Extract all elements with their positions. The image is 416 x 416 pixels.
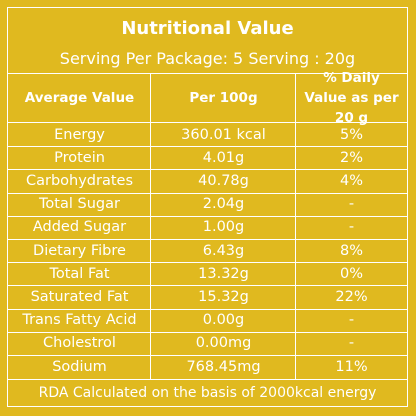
daily-value: - [348, 196, 355, 213]
row-divider [8, 331, 407, 333]
nutrient-name: Trans Fatty Acid [22, 312, 137, 329]
nutrient-name: Dietary Fibre [33, 242, 126, 259]
serving-info: Serving Per Package: 5 Serving : 20g [59, 49, 356, 68]
nutrient-name: Protein [54, 149, 105, 166]
daily-value: 5% [339, 126, 363, 143]
divider [8, 379, 407, 380]
row-divider [8, 355, 407, 356]
column-divider [150, 73, 151, 379]
per-100g-value: 40.78g [198, 172, 249, 189]
panel-title: Nutritional Value [121, 18, 294, 39]
row-divider [8, 308, 407, 310]
nutrition-panel: Nutritional Value Serving Per Package: 5… [7, 7, 408, 407]
per-100g-value: 360.01 kcal [181, 126, 266, 143]
per-100g-value: 1.00g [202, 219, 245, 236]
per-100g-value: 13.32g [198, 265, 249, 282]
nutrient-name: Total Sugar [39, 196, 120, 213]
per-100g-value: 2.04g [202, 196, 245, 213]
daily-value: - [348, 335, 355, 352]
row-divider [8, 146, 407, 148]
header-average-value: Average Value [24, 90, 135, 106]
per-100g-value: 768.45mg [186, 358, 261, 375]
per-100g-value: 4.01g [202, 149, 245, 166]
nutrient-name: Cholestrol [43, 335, 116, 352]
per-100g-value: 0.00g [202, 312, 245, 329]
daily-value: 11% [335, 358, 368, 375]
nutrient-name: Carbohydrates [25, 172, 134, 189]
per-100g-value: 0.00mg [195, 335, 252, 352]
daily-value: 22% [335, 288, 368, 305]
nutrient-name: Sodium [52, 358, 107, 375]
per-100g-value: 6.43g [202, 242, 245, 259]
daily-value: 2% [339, 149, 363, 166]
nutrient-name: Energy [54, 126, 105, 143]
per-100g-value: 15.32g [198, 288, 249, 305]
daily-value: 4% [339, 172, 363, 189]
daily-value: 0% [339, 265, 363, 282]
divider [8, 122, 407, 123]
nutrient-name: Saturated Fat [30, 288, 129, 305]
footer-note: RDA Calculated on the basis of 2000kcal … [38, 385, 377, 401]
daily-value: - [348, 219, 355, 236]
row-divider [8, 285, 407, 287]
row-divider [8, 239, 407, 240]
row-divider [8, 262, 407, 264]
header-daily-value: % Daily Value as per 20 g [304, 70, 399, 126]
row-divider [8, 215, 407, 217]
row-divider [8, 192, 407, 194]
nutrient-name: Added Sugar [32, 219, 127, 236]
daily-value: - [348, 312, 355, 329]
divider [8, 73, 407, 74]
header-per-100g: Per 100g [189, 90, 258, 106]
row-divider [8, 169, 407, 171]
column-divider [295, 73, 296, 379]
daily-value: 8% [339, 242, 363, 259]
nutrient-name: Total Fat [49, 265, 110, 282]
